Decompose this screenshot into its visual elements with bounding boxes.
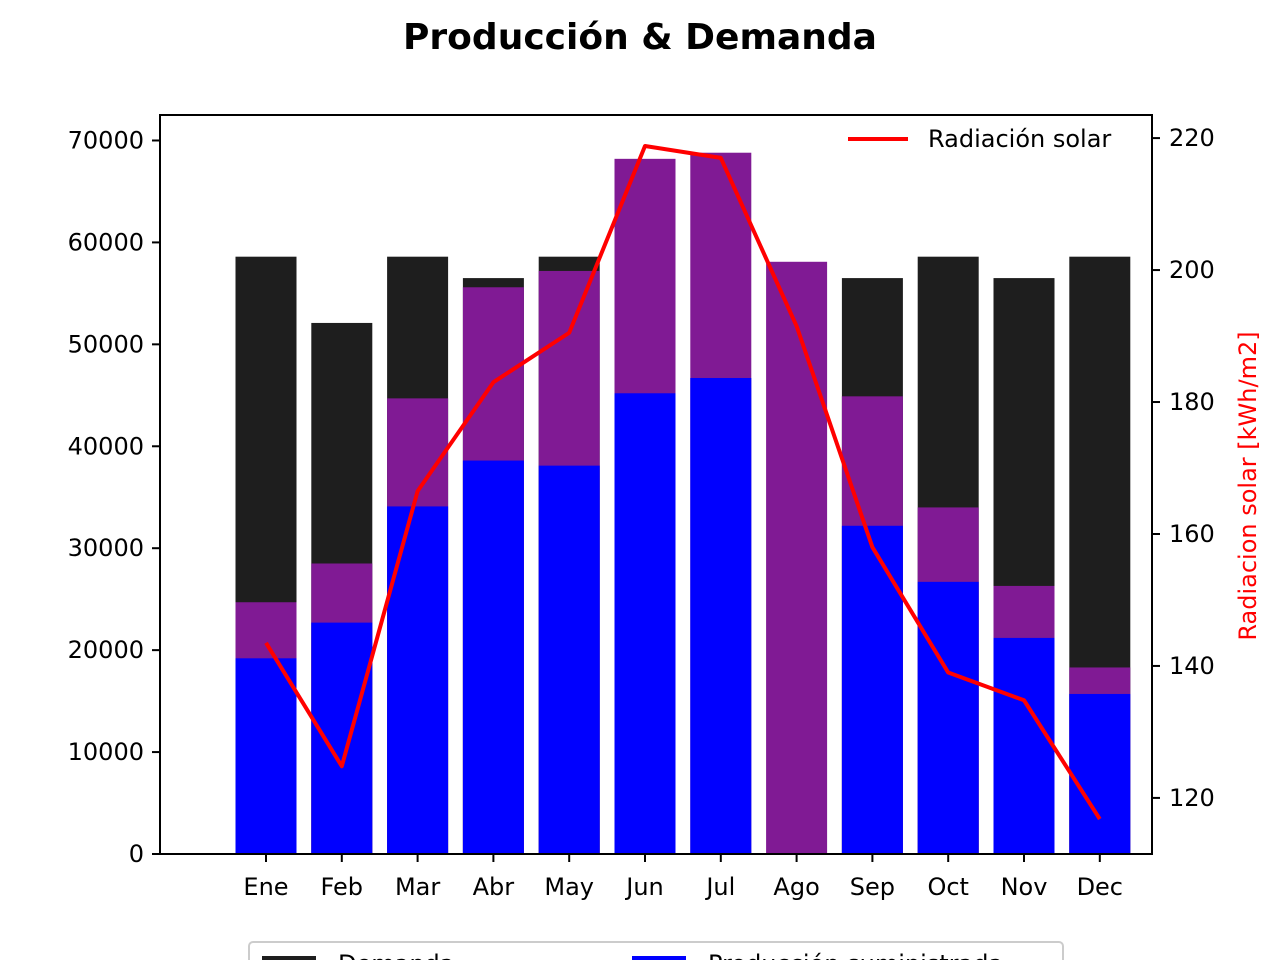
legend-swatch-produccion [632,956,686,960]
y-tick-label-50000: 50000 [68,330,144,358]
bar-s2-nov [993,637,1055,854]
bar-s2-abr [462,460,524,854]
bar-s2-ene [235,658,297,854]
right-axis-label: Radiacion solar [kWh/m2] [1234,331,1262,640]
legend-box [248,941,1064,960]
x-tick-label-nov: Nov [1001,873,1048,901]
y2-tick-label-200: 200 [1169,256,1215,284]
x-tick-label-oct: Oct [927,873,969,901]
x-tick-label-may: May [544,873,594,901]
legend-swatch-demanda [262,956,316,960]
bar-s2-oct [917,581,979,854]
y-tick-label-30000: 30000 [68,534,144,562]
legend-lower: Demanda Producción suministrada [248,941,1064,960]
bar-s2-jul [690,377,752,854]
bar-s1-ago [766,261,828,854]
bar-s2-feb [311,622,373,854]
y2-tick-label-160: 160 [1169,520,1215,548]
y-tick-label-0: 0 [129,840,144,868]
y-tick-label-20000: 20000 [68,636,144,664]
legend-label-produccion: Producción suministrada [708,950,1003,960]
y2-tick-label-220: 220 [1169,124,1215,152]
bar-series-group [235,152,1131,855]
line-radiacion-solar [264,144,1102,821]
y2-tick-label-120: 120 [1169,784,1215,812]
x-tick-label-sep: Sep [850,873,895,901]
y-tick-label-60000: 60000 [68,228,144,256]
legend-label-radiacion: Radiación solar [928,125,1111,153]
legend-upper: Radiación solar [848,125,1111,153]
x-axis: Ene Feb Mar Abr May Jun Jul Ago Sep Oct Nov Dec [243,854,1123,901]
y-axis-left: 0 10000 20000 30000 40000 50000 60000 70000 [68,126,160,868]
y-tick-label-70000: 70000 [68,126,144,154]
plot-frame [159,114,1153,855]
x-tick-label-dec: Dec [1077,873,1123,901]
x-tick-label-ago: Ago [773,873,819,901]
bar-s2-sep [841,525,903,854]
x-tick-label-mar: Mar [395,873,440,901]
x-tick-label-jul: Jul [704,873,735,901]
x-tick-label-feb: Feb [321,873,364,901]
legend-label-demanda: Demanda [338,950,454,960]
bar-s2-dec [1069,693,1131,854]
y-axis-right: 120 140 160 180 200 220 [1152,124,1215,812]
line-series-group [264,144,1102,821]
bar-s2-mar [387,506,449,854]
x-tick-label-abr: Abr [473,873,515,901]
y2-tick-label-180: 180 [1169,388,1215,416]
bar-s2-jun [614,393,676,854]
x-tick-label-ene: Ene [243,873,288,901]
y-tick-label-10000: 10000 [68,738,144,766]
chart-title: Producción & Demanda [403,17,877,58]
bar-s2-may [538,465,600,854]
x-tick-label-jun: Jun [624,873,664,901]
y-tick-label-40000: 40000 [68,432,144,460]
y2-tick-label-140: 140 [1169,652,1215,680]
